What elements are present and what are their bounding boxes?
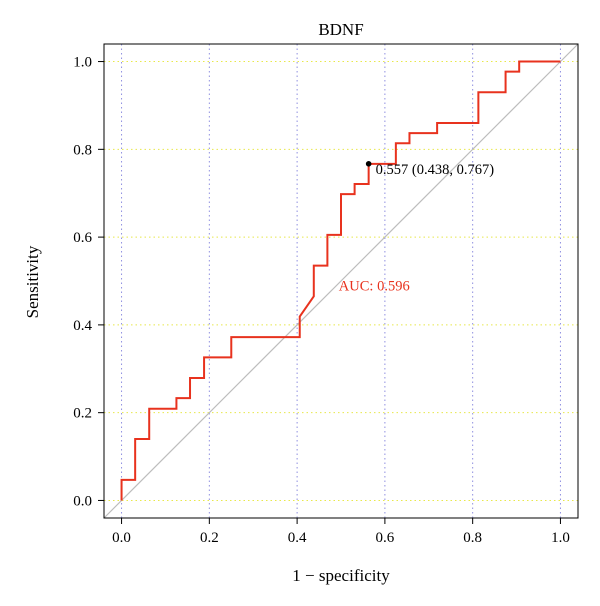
reference-diagonal — [103, 43, 579, 519]
x-tick-label: 0.4 — [288, 530, 307, 546]
x-tick-label: 0.6 — [376, 530, 395, 546]
y-tick-label: 0.6 — [73, 230, 92, 246]
y-tick-label: 0.0 — [73, 493, 92, 509]
x-tick-label: 0.2 — [200, 530, 219, 546]
threshold-label: 0.557 (0.438, 0.767) — [376, 162, 495, 178]
roc-curve — [120, 60, 561, 501]
y-tick-label: 0.8 — [73, 142, 92, 158]
x-axis-ticks: 0.0 0.2 0.4 0.6 0.8 1.0 — [112, 518, 570, 546]
annotations: 0.557 (0.438, 0.767) AUC: 0.596 — [339, 161, 494, 294]
x-tick-label: 1.0 — [551, 530, 570, 546]
roc-series-line — [120, 60, 561, 501]
diagonal-reference-line — [103, 43, 579, 519]
x-tick-label: 0.8 — [463, 530, 482, 546]
chart-title: BDNF — [318, 20, 363, 39]
threshold-point — [365, 161, 372, 167]
y-axis-ticks: 0.0 0.2 0.4 0.6 0.8 1.0 — [73, 55, 104, 509]
plot-frame — [103, 43, 579, 519]
y-tick-label: 1.0 — [73, 55, 92, 71]
y-tick-label: 0.2 — [73, 406, 92, 422]
y-tick-label: 0.4 — [73, 318, 92, 334]
y-axis-label: Sensitivity — [23, 245, 42, 318]
x-tick-label: 0.0 — [112, 530, 131, 546]
auc-label: AUC: 0.596 — [339, 278, 410, 294]
x-axis-label: 1 − specificity — [292, 566, 390, 585]
